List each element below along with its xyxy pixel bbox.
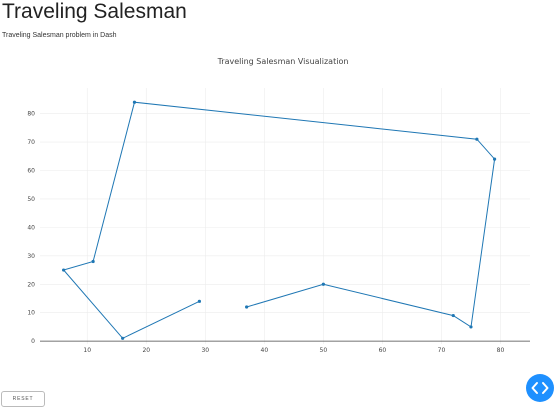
- city-point[interactable]: [321, 282, 325, 286]
- x-tick-label: 60: [379, 347, 387, 354]
- y-tick-label: 30: [27, 253, 35, 260]
- chart-series[interactable]: [62, 100, 497, 340]
- route-line[interactable]: [62, 101, 496, 339]
- city-point[interactable]: [451, 313, 455, 318]
- chart-canvas[interactable]: Traveling Salesman Visualization 10 20 30 4…: [0, 50, 560, 360]
- city-point[interactable]: [197, 299, 201, 303]
- page-title: Traveling Salesman: [2, 0, 187, 23]
- reset-button[interactable]: RESET: [1, 391, 45, 407]
- x-tick-label: 80: [497, 347, 505, 354]
- city-point[interactable]: [245, 305, 249, 309]
- page-subtitle: Traveling Salesman problem in Dash: [2, 32, 117, 39]
- y-tick-label: 0: [31, 338, 35, 345]
- city-point[interactable]: [469, 325, 473, 329]
- city-point[interactable]: [475, 137, 479, 141]
- y-tick-label: 70: [27, 139, 35, 146]
- city-point[interactable]: [492, 157, 497, 161]
- y-tick-label: 50: [27, 196, 35, 203]
- x-tick-label: 70: [438, 347, 446, 354]
- chart-title: Traveling Salesman Visualization: [217, 57, 349, 66]
- code-toggle-button[interactable]: [526, 374, 554, 402]
- x-tick-label: 20: [142, 347, 150, 354]
- y-tick-label: 60: [27, 167, 35, 174]
- y-tick-label: 40: [27, 224, 35, 231]
- y-tick-label: 10: [27, 310, 35, 317]
- city-point[interactable]: [91, 259, 95, 264]
- city-point[interactable]: [62, 268, 66, 272]
- x-tick-label: 30: [201, 347, 209, 354]
- city-point[interactable]: [121, 336, 125, 340]
- y-tick-label: 20: [27, 281, 35, 288]
- city-point[interactable]: [132, 100, 137, 104]
- x-tick-label: 40: [261, 347, 269, 354]
- y-tick-label: 80: [27, 111, 35, 118]
- x-tick-label: 50: [320, 347, 328, 354]
- tsp-chart[interactable]: Traveling Salesman Visualization 10 20 30 4…: [0, 50, 560, 360]
- x-tick-label: 10: [83, 347, 91, 354]
- chart-grid: [40, 88, 530, 344]
- code-brackets-icon: [531, 382, 549, 394]
- chart-axes: 10 20 30 40 50 60 70 80 0 10 20 30 40 50 60 70 80: [27, 111, 530, 354]
